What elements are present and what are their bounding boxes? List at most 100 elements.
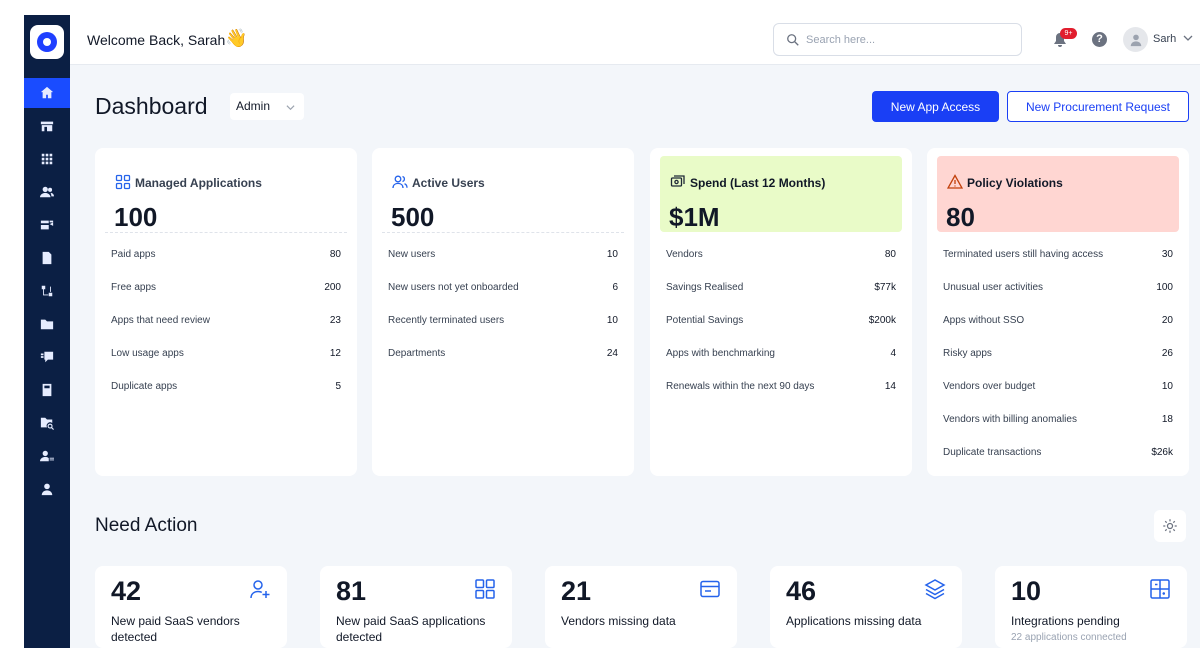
card-row[interactable]: Low usage apps 12 bbox=[111, 348, 341, 362]
row-value: 100 bbox=[1156, 282, 1173, 293]
action-card-apps-missing-data[interactable]: 46 Applications missing data bbox=[770, 566, 962, 648]
sidebar-item-home[interactable] bbox=[24, 78, 70, 108]
action-card-vendors-missing-data[interactable]: 21 Vendors missing data bbox=[545, 566, 737, 648]
sidebar-item-apps[interactable] bbox=[24, 144, 70, 174]
sidebar-item-discovery[interactable] bbox=[24, 408, 70, 438]
row-label: Free apps bbox=[111, 282, 157, 293]
sidebar bbox=[24, 15, 70, 648]
action-label: Applications missing data bbox=[786, 614, 922, 628]
row-label: Departments bbox=[388, 348, 446, 359]
card-row[interactable]: Potential Savings $200k bbox=[666, 315, 896, 329]
search-input[interactable] bbox=[806, 31, 1006, 49]
sidebar-item-folders[interactable] bbox=[24, 309, 70, 339]
card-row[interactable]: Terminated users still having access 30 bbox=[943, 249, 1173, 263]
card-value: 80 bbox=[946, 202, 975, 232]
search-box[interactable] bbox=[773, 23, 1022, 56]
divider bbox=[382, 232, 624, 233]
card-row[interactable]: Vendors with billing anomalies 18 bbox=[943, 414, 1173, 428]
row-label: Recently terminated users bbox=[388, 315, 505, 326]
main-content: Welcome Back, Sarah 👋 9+ ? Sarh Dashboar… bbox=[70, 15, 1200, 648]
action-count: 81 bbox=[336, 576, 367, 606]
card-row[interactable]: Vendors 80 bbox=[666, 249, 896, 263]
sidebar-item-store[interactable] bbox=[24, 111, 70, 141]
row-value: 26 bbox=[1161, 348, 1173, 359]
sidebar-item-profile[interactable] bbox=[24, 474, 70, 504]
managed-applications-card[interactable]: Managed Applications 100 Paid apps 80 Fre… bbox=[95, 148, 357, 476]
action-count: 42 bbox=[111, 576, 142, 606]
card-header: Managed Applications 100 bbox=[105, 156, 347, 232]
feedback-icon bbox=[40, 351, 54, 363]
card-row[interactable]: Vendors over budget 10 bbox=[943, 381, 1173, 395]
avatar[interactable] bbox=[1123, 27, 1148, 52]
row-value: 23 bbox=[329, 315, 341, 326]
card-row[interactable]: Savings Realised $77k bbox=[666, 282, 896, 296]
card-row[interactable]: Risky apps 26 bbox=[943, 348, 1173, 362]
card-row[interactable]: Recently terminated users 10 bbox=[388, 315, 618, 329]
chevron-down-icon bbox=[286, 105, 295, 111]
need-action-title: Need Action bbox=[95, 515, 198, 536]
card-row[interactable]: Apps without SSO 20 bbox=[943, 315, 1173, 329]
row-value: 20 bbox=[1161, 315, 1173, 326]
row-value: 14 bbox=[884, 381, 896, 392]
role-dropdown-value: Admin bbox=[236, 99, 271, 113]
new-app-access-button[interactable]: New App Access bbox=[872, 91, 999, 122]
app-logo[interactable] bbox=[30, 25, 64, 59]
sidebar-item-workflows[interactable] bbox=[24, 276, 70, 306]
integration-icon bbox=[1150, 579, 1170, 599]
card-row[interactable]: Departments 24 bbox=[388, 348, 618, 362]
row-value: 24 bbox=[606, 348, 618, 359]
row-value: $77k bbox=[874, 282, 896, 293]
sidebar-item-user-admin[interactable] bbox=[24, 441, 70, 471]
card-row[interactable]: Paid apps 80 bbox=[111, 249, 341, 263]
spend-card[interactable]: Spend (Last 12 Months) $1M Vendors 80 Sav… bbox=[650, 148, 912, 476]
sidebar-item-documents[interactable] bbox=[24, 243, 70, 273]
action-label: New paid SaaS vendors detected bbox=[111, 614, 240, 644]
card-title: Policy Violations bbox=[967, 176, 1063, 190]
card-row[interactable]: Duplicate transactions $26k bbox=[943, 447, 1173, 461]
action-label: Vendors missing data bbox=[561, 614, 676, 628]
row-label: Terminated users still having access bbox=[943, 249, 1104, 260]
row-value: 10 bbox=[606, 249, 618, 260]
new-procurement-request-button[interactable]: New Procurement Request bbox=[1007, 91, 1189, 122]
card-row[interactable]: New users 10 bbox=[388, 249, 618, 263]
row-label: New users not yet onboarded bbox=[388, 282, 519, 293]
sidebar-item-users[interactable] bbox=[24, 177, 70, 207]
card-row[interactable]: Unusual user activities 100 bbox=[943, 282, 1173, 296]
chevron-down-icon[interactable] bbox=[1183, 33, 1193, 43]
person-icon bbox=[41, 483, 53, 496]
row-label: Duplicate transactions bbox=[943, 447, 1042, 458]
warning-icon bbox=[947, 174, 963, 189]
card-row[interactable]: Renewals within the next 90 days 14 bbox=[666, 381, 896, 395]
wave-emoji: 👋 bbox=[225, 28, 248, 48]
help-icon[interactable]: ? bbox=[1092, 32, 1107, 47]
policy-violations-card[interactable]: Policy Violations 80 Terminated users st… bbox=[927, 148, 1189, 476]
user-menu-name[interactable]: Sarh bbox=[1153, 33, 1177, 45]
card-row[interactable]: New users not yet onboarded 6 bbox=[388, 282, 618, 296]
workflow-icon bbox=[41, 285, 53, 297]
action-card-integrations-pending[interactable]: 10 Integrations pending 22 applications … bbox=[995, 566, 1187, 648]
row-label: Vendors bbox=[666, 249, 703, 260]
card-row[interactable]: Apps that need review 23 bbox=[111, 315, 341, 329]
card-row[interactable]: Duplicate apps 5 bbox=[111, 381, 341, 395]
sidebar-item-list[interactable] bbox=[24, 210, 70, 240]
active-users-card[interactable]: Active Users 500 New users 10 New users n… bbox=[372, 148, 634, 476]
role-dropdown[interactable]: Admin bbox=[230, 93, 304, 120]
sidebar-item-catalog[interactable] bbox=[24, 375, 70, 405]
sidebar-item-feedback[interactable] bbox=[24, 342, 70, 372]
action-count: 46 bbox=[786, 576, 817, 606]
card-value: $1M bbox=[669, 202, 720, 232]
row-value: 80 bbox=[329, 249, 341, 260]
card-row[interactable]: Free apps 200 bbox=[111, 282, 341, 296]
action-sublabel: 22 applications connected bbox=[1011, 632, 1127, 643]
row-label: Low usage apps bbox=[111, 348, 184, 359]
card-row[interactable]: Apps with benchmarking 4 bbox=[666, 348, 896, 362]
row-label: New users bbox=[388, 249, 436, 260]
action-card-new-vendors[interactable]: 42 New paid SaaS vendors detected bbox=[95, 566, 287, 648]
card-icon bbox=[700, 580, 720, 598]
settings-button[interactable] bbox=[1154, 510, 1186, 542]
row-value: 200 bbox=[324, 282, 341, 293]
row-value: 80 bbox=[884, 249, 896, 260]
apps-grid-icon bbox=[475, 579, 495, 599]
row-label: Vendors with billing anomalies bbox=[943, 414, 1077, 425]
action-card-new-applications[interactable]: 81 New paid SaaS applications detected bbox=[320, 566, 512, 648]
